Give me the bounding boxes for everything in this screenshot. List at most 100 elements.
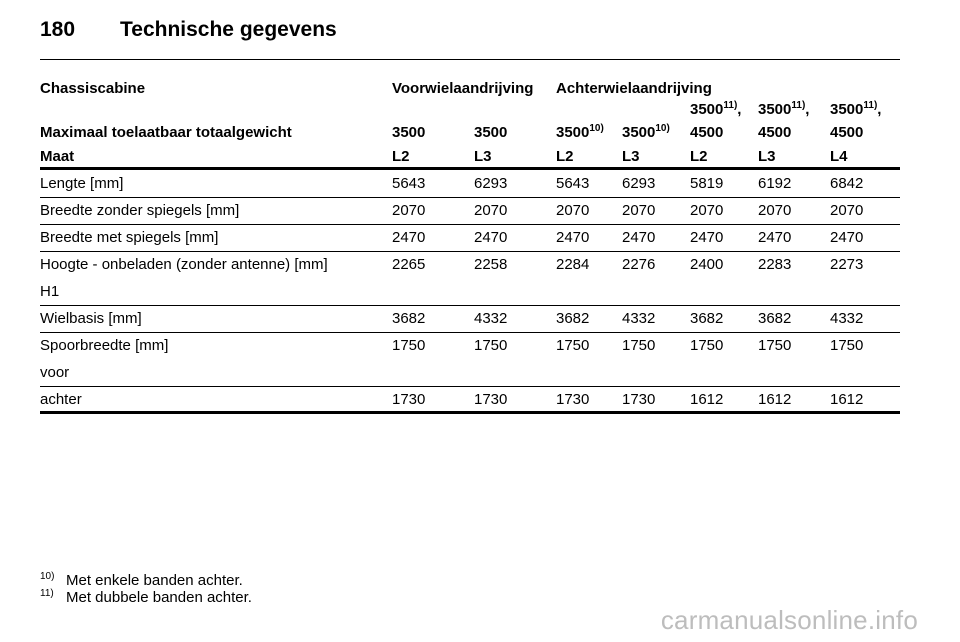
- group-label: Chassiscabine: [40, 80, 146, 97]
- weight-value: 350010): [622, 123, 670, 142]
- row-divider: [40, 386, 900, 387]
- table-bottom-rule: [40, 411, 900, 414]
- weight-value: 350011),: [758, 100, 810, 119]
- cell-value: 1730: [622, 391, 656, 408]
- cell-value: 2470: [758, 229, 792, 246]
- cell-value: 2070: [556, 202, 590, 219]
- row-label: Breedte zonder spiegels [mm]: [40, 202, 240, 219]
- cell-value: 2470: [392, 229, 426, 246]
- cell-value: 2400: [690, 256, 724, 273]
- weight-value: 350010): [556, 123, 604, 142]
- cell-value: 1612: [830, 391, 864, 408]
- cell-value: 1750: [474, 337, 508, 354]
- size-value: L3: [622, 148, 640, 165]
- weight-value: 350011),: [690, 100, 742, 119]
- row-divider: [40, 251, 900, 252]
- row-label: Hoogte - onbeladen (zonder antenne) [mm]: [40, 256, 328, 273]
- size-value: L4: [830, 148, 848, 165]
- cell-value: 2070: [758, 202, 792, 219]
- cell-value: 2276: [622, 256, 656, 273]
- cell-value: 4332: [474, 310, 508, 327]
- page-title: Technische gegevens: [120, 18, 337, 41]
- row-sublabel: voor: [40, 364, 70, 381]
- footnote-mark: 10): [40, 571, 55, 582]
- cell-value: 3682: [758, 310, 792, 327]
- weight-value: 3500: [474, 124, 508, 141]
- watermark: carmanualsonline.info: [660, 605, 918, 635]
- cell-value: 2273: [830, 256, 864, 273]
- footnote-text: Met enkele banden achter.: [66, 572, 243, 589]
- row-sublabel: H1: [40, 283, 60, 300]
- weight-value-line2: 4500: [690, 124, 724, 141]
- row-label: Spoorbreedte [mm]: [40, 337, 169, 354]
- size-value: L3: [758, 148, 776, 165]
- row-label: Wielbasis [mm]: [40, 310, 142, 327]
- size-value: L2: [556, 148, 574, 165]
- cell-value: 1730: [392, 391, 426, 408]
- row-divider: [40, 305, 900, 306]
- cell-value: 2283: [758, 256, 792, 273]
- row-divider: [40, 332, 900, 333]
- cell-value: 5643: [392, 175, 426, 192]
- weight-value: 350011),: [830, 100, 882, 119]
- row-label: Breedte met spiegels [mm]: [40, 229, 219, 246]
- footnote: 10) Met enkele banden achter.: [40, 571, 243, 592]
- cell-value: 2470: [830, 229, 864, 246]
- cell-value: 1750: [758, 337, 792, 354]
- row-label: Lengte [mm]: [40, 175, 124, 192]
- weight-label: Maximaal toelaatbaar totaalgewicht: [40, 124, 292, 141]
- group-front: Voorwielaandrijving: [392, 80, 534, 97]
- group-rear: Achterwielaandrijving: [556, 80, 712, 97]
- cell-value: 2265: [392, 256, 426, 273]
- footnote-mark: 11): [40, 588, 54, 599]
- footnote-ref: 10): [589, 123, 604, 134]
- row-label: achter: [40, 391, 82, 408]
- cell-value: 1612: [690, 391, 724, 408]
- footnote-ref: 10): [655, 123, 670, 134]
- row-divider: [40, 224, 900, 225]
- footnote: 11) Met dubbele banden achter.: [40, 588, 252, 609]
- size-value: L2: [690, 148, 708, 165]
- cell-value: 1612: [758, 391, 792, 408]
- page-number: 180: [40, 18, 76, 41]
- cell-value: 6192: [758, 175, 792, 192]
- cell-value: 1730: [556, 391, 590, 408]
- cell-value: 5643: [556, 175, 590, 192]
- cell-value: 3682: [690, 310, 724, 327]
- cell-value: 2070: [392, 202, 426, 219]
- weight-value-line2: 4500: [830, 124, 864, 141]
- cell-value: 6842: [830, 175, 864, 192]
- cell-value: 2258: [474, 256, 508, 273]
- cell-value: 2470: [622, 229, 656, 246]
- cell-value: 1750: [830, 337, 864, 354]
- cell-value: 1730: [474, 391, 508, 408]
- cell-value: 3682: [392, 310, 426, 327]
- footnote-ref: 11): [723, 100, 738, 111]
- cell-value: 1750: [690, 337, 724, 354]
- row-divider: [40, 197, 900, 198]
- header-rule: [40, 167, 900, 170]
- footnote-ref: 11): [863, 100, 878, 111]
- cell-value: 4332: [622, 310, 656, 327]
- cell-value: 5819: [690, 175, 724, 192]
- cell-value: 6293: [622, 175, 656, 192]
- header-divider: [40, 59, 900, 60]
- cell-value: 3682: [556, 310, 590, 327]
- cell-value: 2284: [556, 256, 590, 273]
- cell-value: 1750: [622, 337, 656, 354]
- cell-value: 2070: [830, 202, 864, 219]
- cell-value: 2070: [690, 202, 724, 219]
- cell-value: 2470: [690, 229, 724, 246]
- footnote-text: Met dubbele banden achter.: [66, 589, 252, 606]
- cell-value: 2470: [474, 229, 508, 246]
- size-value: L2: [392, 148, 410, 165]
- cell-value: 1750: [556, 337, 590, 354]
- cell-value: 1750: [392, 337, 426, 354]
- cell-value: 2070: [474, 202, 508, 219]
- weight-value: 3500: [392, 124, 426, 141]
- weight-value-line2: 4500: [758, 124, 792, 141]
- cell-value: 4332: [830, 310, 864, 327]
- cell-value: 2070: [622, 202, 656, 219]
- size-value: L3: [474, 148, 492, 165]
- size-label: Maat: [40, 148, 75, 165]
